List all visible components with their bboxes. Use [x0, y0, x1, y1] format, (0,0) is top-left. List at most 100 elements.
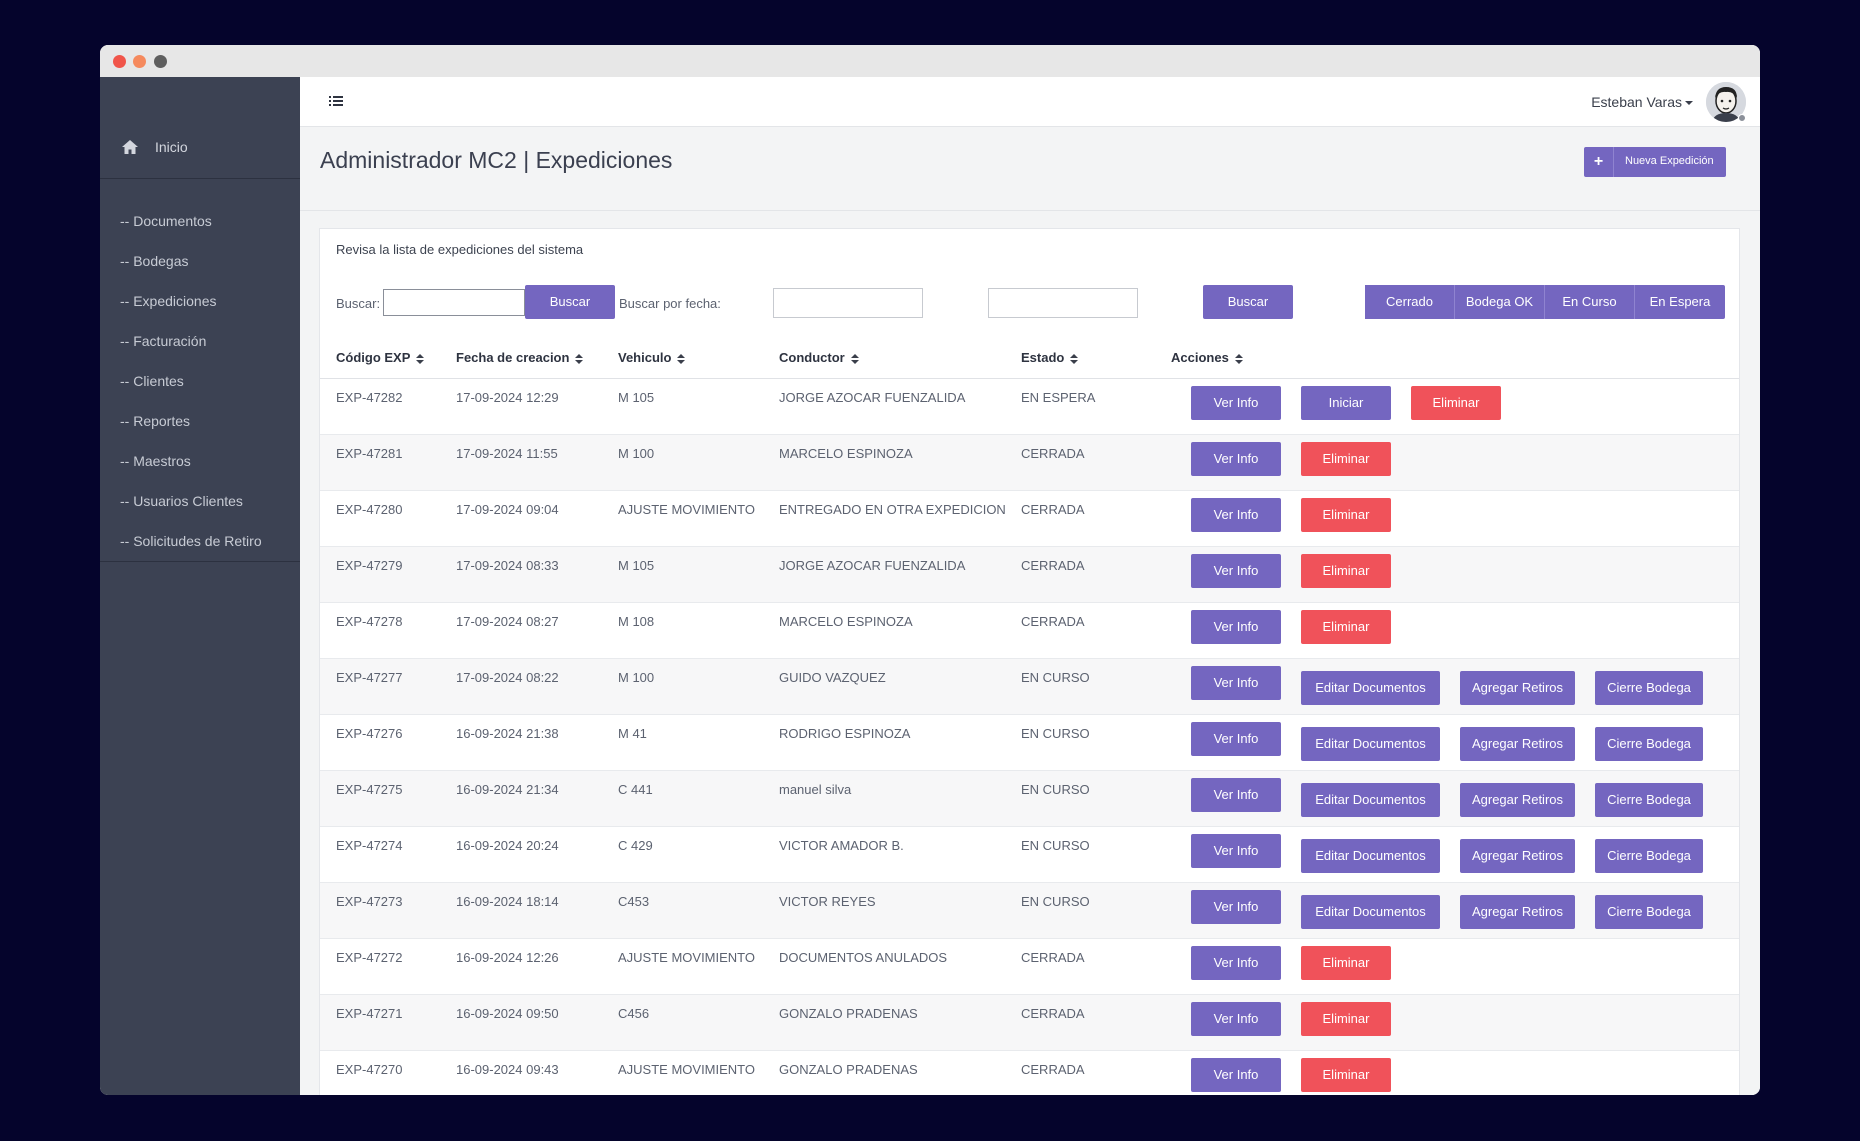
- cierre-bodega-button[interactable]: Cierre Bodega: [1595, 727, 1703, 761]
- cell-driver: GONZALO PRADENAS: [779, 1006, 918, 1021]
- cell-driver: GONZALO PRADENAS: [779, 1062, 918, 1077]
- sidebar-item-expediciones[interactable]: -- Expediciones: [120, 293, 217, 309]
- table-row: EXP-47271 16-09-2024 09:50 C456 GONZALO PRA…: [320, 995, 1739, 1051]
- cell-vehicle: AJUSTE MOVIMIENTO: [618, 502, 755, 517]
- cell-driver: JORGE AZOCAR FUENZALIDA: [779, 390, 966, 405]
- editar-documentos-button[interactable]: Editar Documentos: [1301, 895, 1440, 929]
- window-close-button[interactable]: [113, 55, 126, 68]
- column-header-vehiculo[interactable]: Vehiculo: [618, 350, 686, 365]
- sidebar-item-maestros[interactable]: -- Maestros: [120, 453, 191, 469]
- editar-documentos-button[interactable]: Editar Documentos: [1301, 671, 1440, 705]
- ver-info-button[interactable]: Ver Info: [1191, 834, 1281, 868]
- agregar-retiros-button[interactable]: Agregar Retiros: [1460, 895, 1575, 929]
- column-header-fecha[interactable]: Fecha de creacion: [456, 350, 584, 365]
- cell-vehicle: M 100: [618, 446, 655, 461]
- eliminar-button[interactable]: Eliminar: [1411, 386, 1501, 420]
- user-avatar[interactable]: [1706, 82, 1746, 122]
- eliminar-button[interactable]: Eliminar: [1301, 1002, 1391, 1036]
- cierre-bodega-button[interactable]: Cierre Bodega: [1595, 783, 1703, 817]
- cell-vehicle: C456: [618, 1006, 650, 1021]
- cell-vehicle: M 41: [618, 726, 647, 741]
- main-content: Administrador MC2 | Expediciones + Nueva…: [300, 127, 1760, 1095]
- column-header-acciones[interactable]: Acciones: [1171, 350, 1243, 365]
- ver-info-button[interactable]: Ver Info: [1191, 1002, 1281, 1036]
- eliminar-button[interactable]: Eliminar: [1301, 498, 1391, 532]
- cell-date: 17-09-2024 08:22: [456, 670, 559, 685]
- sidebar-item-clientes[interactable]: -- Clientes: [120, 373, 184, 389]
- search-input[interactable]: [383, 289, 525, 316]
- browser-window: Inicio -- Documentos -- Bodegas -- Exped…: [100, 45, 1760, 1095]
- ver-info-button[interactable]: Ver Info: [1191, 442, 1281, 476]
- cierre-bodega-button[interactable]: Cierre Bodega: [1595, 895, 1703, 929]
- ver-info-button[interactable]: Ver Info: [1191, 890, 1281, 924]
- ver-info-button[interactable]: Ver Info: [1191, 386, 1281, 420]
- cell-driver: JORGE AZOCAR FUENZALIDA: [779, 558, 966, 573]
- cell-date: 17-09-2024 08:27: [456, 614, 559, 629]
- agregar-retiros-button[interactable]: Agregar Retiros: [1460, 727, 1575, 761]
- eliminar-button[interactable]: Eliminar: [1301, 554, 1391, 588]
- menu-toggle-icon[interactable]: [329, 95, 343, 107]
- ver-info-button[interactable]: Ver Info: [1191, 498, 1281, 532]
- cell-status: CERRADA: [1021, 614, 1085, 629]
- cell-code: EXP-47271: [336, 1006, 403, 1021]
- cierre-bodega-button[interactable]: Cierre Bodega: [1595, 839, 1703, 873]
- iniciar-button[interactable]: Iniciar: [1301, 386, 1391, 420]
- ver-info-button[interactable]: Ver Info: [1191, 722, 1281, 756]
- sidebar-item-reportes[interactable]: -- Reportes: [120, 413, 191, 429]
- search-button[interactable]: Buscar: [525, 285, 615, 319]
- sidebar-item-inicio[interactable]: Inicio: [100, 77, 300, 179]
- agregar-retiros-button[interactable]: Agregar Retiros: [1460, 783, 1575, 817]
- date-to-input[interactable]: [988, 288, 1138, 318]
- sidebar-item-facturacion[interactable]: -- Facturación: [120, 333, 207, 349]
- filter-en-espera-button[interactable]: En Espera: [1635, 285, 1725, 319]
- agregar-retiros-button[interactable]: Agregar Retiros: [1460, 839, 1575, 873]
- cell-code: EXP-47273: [336, 894, 403, 909]
- column-header-label: Acciones: [1171, 350, 1229, 365]
- filter-bodega-ok-button[interactable]: Bodega OK: [1455, 285, 1545, 319]
- editar-documentos-button[interactable]: Editar Documentos: [1301, 783, 1440, 817]
- ver-info-button[interactable]: Ver Info: [1191, 666, 1281, 700]
- ver-info-button[interactable]: Ver Info: [1191, 946, 1281, 980]
- sidebar-item-bodegas[interactable]: -- Bodegas: [120, 253, 189, 269]
- new-expedition-button[interactable]: + Nueva Expedición: [1584, 147, 1726, 177]
- date-search-button[interactable]: Buscar: [1203, 285, 1293, 319]
- cell-date: 16-09-2024 18:14: [456, 894, 559, 909]
- eliminar-button[interactable]: Eliminar: [1301, 610, 1391, 644]
- cell-vehicle: M 100: [618, 670, 655, 685]
- new-expedition-label: Nueva Expedición: [1625, 155, 1714, 167]
- sidebar-item-documentos[interactable]: -- Documentos: [120, 213, 212, 229]
- ver-info-button[interactable]: Ver Info: [1191, 554, 1281, 588]
- column-header-codigo[interactable]: Código EXP: [336, 350, 425, 365]
- cierre-bodega-button[interactable]: Cierre Bodega: [1595, 671, 1703, 705]
- filter-cerrado-button[interactable]: Cerrado: [1365, 285, 1455, 319]
- filter-en-curso-button[interactable]: En Curso: [1545, 285, 1635, 319]
- user-menu[interactable]: Esteban Varas: [1591, 94, 1693, 110]
- ver-info-button[interactable]: Ver Info: [1191, 1058, 1281, 1092]
- date-from-input[interactable]: [773, 288, 923, 318]
- window-minimize-button[interactable]: [133, 55, 146, 68]
- eliminar-button[interactable]: Eliminar: [1301, 442, 1391, 476]
- ver-info-button[interactable]: Ver Info: [1191, 610, 1281, 644]
- eliminar-button[interactable]: Eliminar: [1301, 1058, 1391, 1092]
- sidebar-item-usuarios-clientes[interactable]: -- Usuarios Clientes: [120, 493, 243, 509]
- cell-driver: VICTOR AMADOR B.: [779, 838, 904, 853]
- eliminar-button[interactable]: Eliminar: [1301, 946, 1391, 980]
- sidebar-item-solicitudes-retiro[interactable]: -- Solicitudes de Retiro: [120, 533, 262, 549]
- column-header-estado[interactable]: Estado: [1021, 350, 1079, 365]
- cell-code: EXP-47274: [336, 838, 403, 853]
- cell-vehicle: M 108: [618, 614, 655, 629]
- sort-icon: [677, 353, 686, 364]
- editar-documentos-button[interactable]: Editar Documentos: [1301, 727, 1440, 761]
- cell-vehicle: AJUSTE MOVIMIENTO: [618, 950, 755, 965]
- table-row: EXP-47280 17-09-2024 09:04 AJUSTE MOVIMIEN…: [320, 491, 1739, 547]
- agregar-retiros-button[interactable]: Agregar Retiros: [1460, 671, 1575, 705]
- page-title: Administrador MC2 | Expediciones: [320, 147, 673, 173]
- window-zoom-button[interactable]: [154, 55, 167, 68]
- table-row: EXP-47276 16-09-2024 21:38 M 41 RODRIGO ESP…: [320, 715, 1739, 771]
- column-header-conductor[interactable]: Conductor: [779, 350, 859, 365]
- cell-driver: manuel silva: [779, 782, 852, 797]
- editar-documentos-button[interactable]: Editar Documentos: [1301, 839, 1440, 873]
- ver-info-button[interactable]: Ver Info: [1191, 778, 1281, 812]
- cell-vehicle: M 105: [618, 558, 655, 573]
- table-row: EXP-47274 16-09-2024 20:24 C 429 VICTOR AMA…: [320, 827, 1739, 883]
